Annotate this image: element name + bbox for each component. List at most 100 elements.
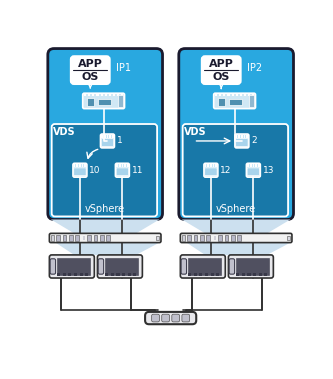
FancyBboxPatch shape (180, 255, 225, 278)
Bar (113, 93, 115, 96)
Bar (248, 93, 250, 96)
Bar (84, 93, 86, 96)
Bar (109, 93, 111, 96)
Bar (106, 235, 110, 241)
Bar (194, 273, 197, 276)
Bar (104, 135, 106, 138)
Bar (79, 164, 81, 167)
Bar (156, 236, 160, 240)
FancyBboxPatch shape (49, 233, 161, 243)
Text: vSphere: vSphere (85, 204, 125, 214)
Bar (63, 235, 66, 241)
Bar (224, 235, 228, 241)
Bar (207, 164, 209, 167)
FancyBboxPatch shape (228, 255, 273, 278)
Bar (216, 273, 219, 276)
Bar (247, 273, 250, 276)
Bar (193, 235, 197, 241)
Text: APP: APP (78, 59, 103, 69)
FancyBboxPatch shape (162, 314, 169, 322)
FancyBboxPatch shape (152, 314, 160, 322)
Bar (75, 235, 79, 241)
Bar (68, 273, 72, 276)
Bar (236, 93, 238, 96)
Bar (200, 235, 203, 241)
Bar (105, 93, 107, 96)
FancyBboxPatch shape (98, 255, 143, 278)
Text: VDS: VDS (184, 127, 206, 138)
FancyBboxPatch shape (52, 124, 157, 216)
Bar (105, 258, 139, 275)
Bar (242, 273, 245, 276)
Bar (241, 135, 243, 138)
Bar (206, 235, 210, 241)
Bar (231, 93, 233, 96)
FancyBboxPatch shape (202, 56, 241, 84)
FancyBboxPatch shape (229, 259, 235, 274)
Bar (85, 164, 86, 167)
FancyBboxPatch shape (214, 93, 255, 109)
FancyBboxPatch shape (236, 139, 248, 146)
Bar (244, 135, 245, 138)
Bar (249, 95, 254, 107)
Bar (85, 273, 88, 276)
Bar (105, 273, 108, 276)
FancyBboxPatch shape (49, 255, 94, 278)
Bar (219, 93, 221, 96)
Bar (205, 164, 206, 167)
Bar (236, 135, 237, 138)
Bar (116, 164, 118, 167)
Bar (122, 273, 125, 276)
Bar (69, 235, 73, 241)
Bar (87, 235, 91, 241)
Bar (215, 93, 217, 96)
Bar (223, 93, 225, 96)
Bar (244, 93, 246, 96)
Bar (229, 99, 241, 105)
Bar (211, 273, 214, 276)
Bar (259, 273, 262, 276)
Polygon shape (51, 219, 160, 233)
Text: 2: 2 (251, 136, 257, 146)
FancyBboxPatch shape (50, 259, 56, 274)
FancyBboxPatch shape (101, 139, 114, 146)
Bar (236, 273, 239, 276)
FancyBboxPatch shape (83, 93, 125, 109)
Bar (227, 93, 229, 96)
Bar (128, 273, 131, 276)
FancyBboxPatch shape (73, 163, 87, 177)
Bar (133, 273, 137, 276)
Bar (215, 164, 217, 167)
Text: 12: 12 (220, 166, 231, 175)
Bar (214, 236, 216, 240)
Bar (118, 95, 123, 107)
Bar (121, 93, 123, 96)
Bar (252, 93, 254, 96)
FancyBboxPatch shape (71, 56, 110, 84)
FancyBboxPatch shape (247, 168, 259, 175)
Bar (74, 164, 76, 167)
Bar (98, 99, 111, 105)
Bar (101, 93, 103, 96)
Text: IP1: IP1 (116, 63, 131, 73)
Text: OS: OS (212, 72, 230, 82)
Bar (57, 258, 91, 275)
Bar (250, 164, 251, 167)
Text: APP: APP (209, 59, 234, 69)
Bar (56, 235, 60, 241)
Bar (111, 273, 114, 276)
Bar (63, 273, 66, 276)
Polygon shape (186, 243, 290, 255)
FancyBboxPatch shape (101, 134, 115, 148)
Bar (237, 235, 241, 241)
Text: 1: 1 (117, 136, 123, 146)
FancyBboxPatch shape (182, 314, 190, 322)
Bar (236, 258, 269, 275)
Bar (253, 273, 256, 276)
Bar (82, 164, 84, 167)
Text: OS: OS (82, 72, 99, 82)
Bar (240, 93, 242, 96)
Bar (97, 93, 99, 96)
Bar (51, 235, 54, 241)
FancyBboxPatch shape (180, 233, 292, 243)
